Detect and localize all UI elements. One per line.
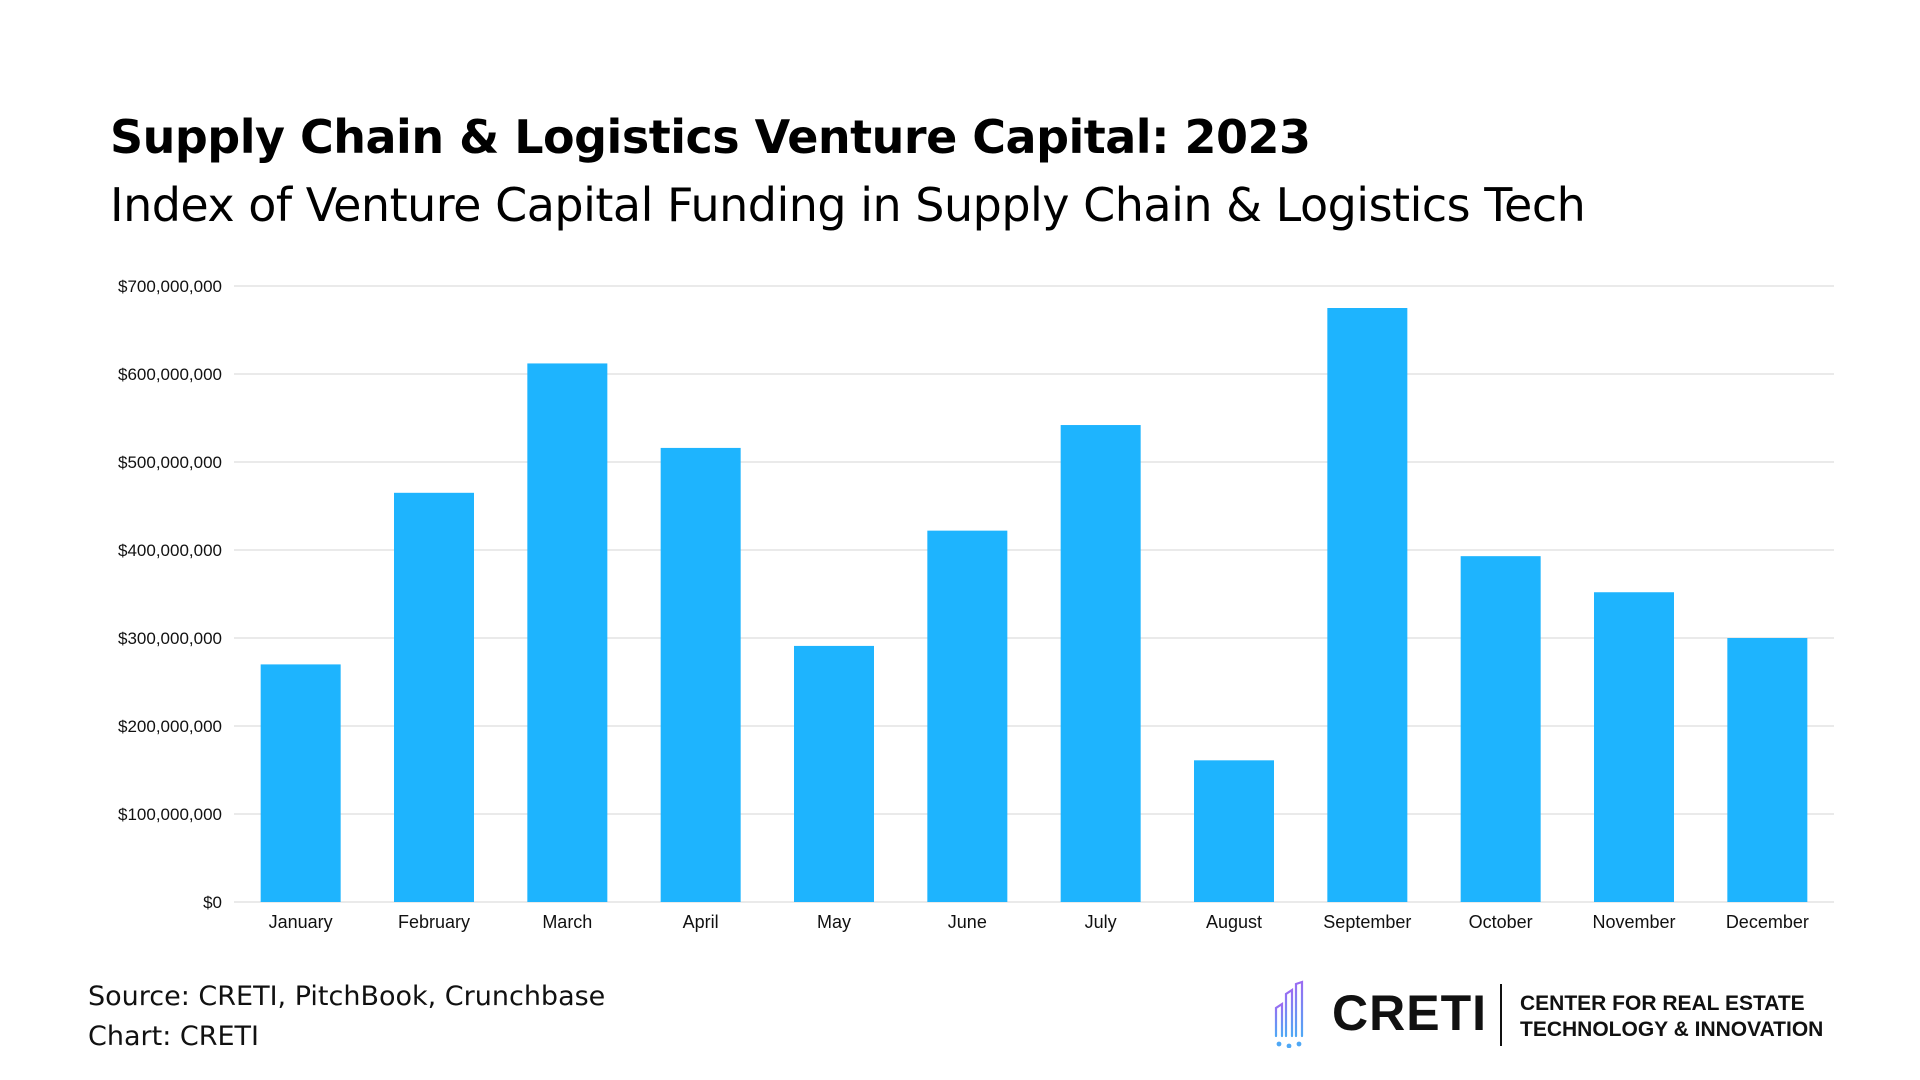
x-tick-label: August <box>1206 912 1262 932</box>
x-tick-label: April <box>683 912 719 932</box>
bar-november <box>1594 592 1674 902</box>
x-axis-ticks: January February March April May June July Augu… <box>269 912 1809 932</box>
bar-october <box>1460 556 1541 902</box>
y-tick-label: $700,000,000 <box>118 277 222 296</box>
x-tick-label: January <box>269 912 333 932</box>
y-tick-label: $600,000,000 <box>118 365 222 384</box>
y-tick-label: $500,000,000 <box>118 453 222 472</box>
y-tick-label: $0 <box>203 893 222 912</box>
skyline-circuit-icon <box>1274 980 1304 1048</box>
x-tick-label: July <box>1085 912 1117 932</box>
x-tick-label: October <box>1469 912 1533 932</box>
x-tick-label: February <box>398 912 470 932</box>
y-tick-label: $300,000,000 <box>118 629 222 648</box>
bar-february <box>394 492 474 902</box>
bar-december <box>1727 638 1808 902</box>
bar-chart: $0 $100,000,000 $200,000,000 $300,000,000 $4… <box>118 277 1834 932</box>
x-tick-label: November <box>1592 912 1675 932</box>
creti-logo: CRETI CENTER FOR REAL ESTATE TECHNOLOGY … <box>1270 980 1840 1050</box>
y-tick-label: $200,000,000 <box>118 717 222 736</box>
x-tick-label: September <box>1323 912 1411 932</box>
bar-august <box>1194 760 1274 902</box>
bar-june <box>927 530 1008 902</box>
logo-tagline-line2: TECHNOLOGY & INNOVATION <box>1520 1018 1824 1041</box>
y-tick-label: $100,000,000 <box>118 805 222 824</box>
chart-credit: Chart: CRETI <box>88 1021 260 1052</box>
logo-divider <box>1500 984 1502 1046</box>
bars <box>260 308 1808 902</box>
x-tick-label: May <box>817 912 851 932</box>
logo-tagline-line1: CENTER FOR REAL ESTATE <box>1520 992 1805 1015</box>
bar-january <box>260 664 341 902</box>
bar-september <box>1327 308 1408 902</box>
x-tick-label: March <box>542 912 592 932</box>
x-tick-label: June <box>948 912 987 932</box>
bar-may <box>794 645 874 902</box>
gridlines <box>234 285 1834 903</box>
bar-april <box>660 447 741 902</box>
bar-july <box>1060 425 1141 902</box>
bar-march <box>527 363 608 902</box>
x-tick-label: December <box>1726 912 1809 932</box>
y-axis-ticks: $0 $100,000,000 $200,000,000 $300,000,000 $4… <box>118 277 222 912</box>
logo-wordmark: CRETI <box>1332 985 1487 1041</box>
source-note: Source: CRETI, PitchBook, Crunchbase <box>88 981 606 1012</box>
y-tick-label: $400,000,000 <box>118 541 222 560</box>
chart-subtitle: Index of Venture Capital Funding in Supp… <box>110 178 1586 232</box>
chart-title: Supply Chain & Logistics Venture Capital… <box>110 110 1311 164</box>
